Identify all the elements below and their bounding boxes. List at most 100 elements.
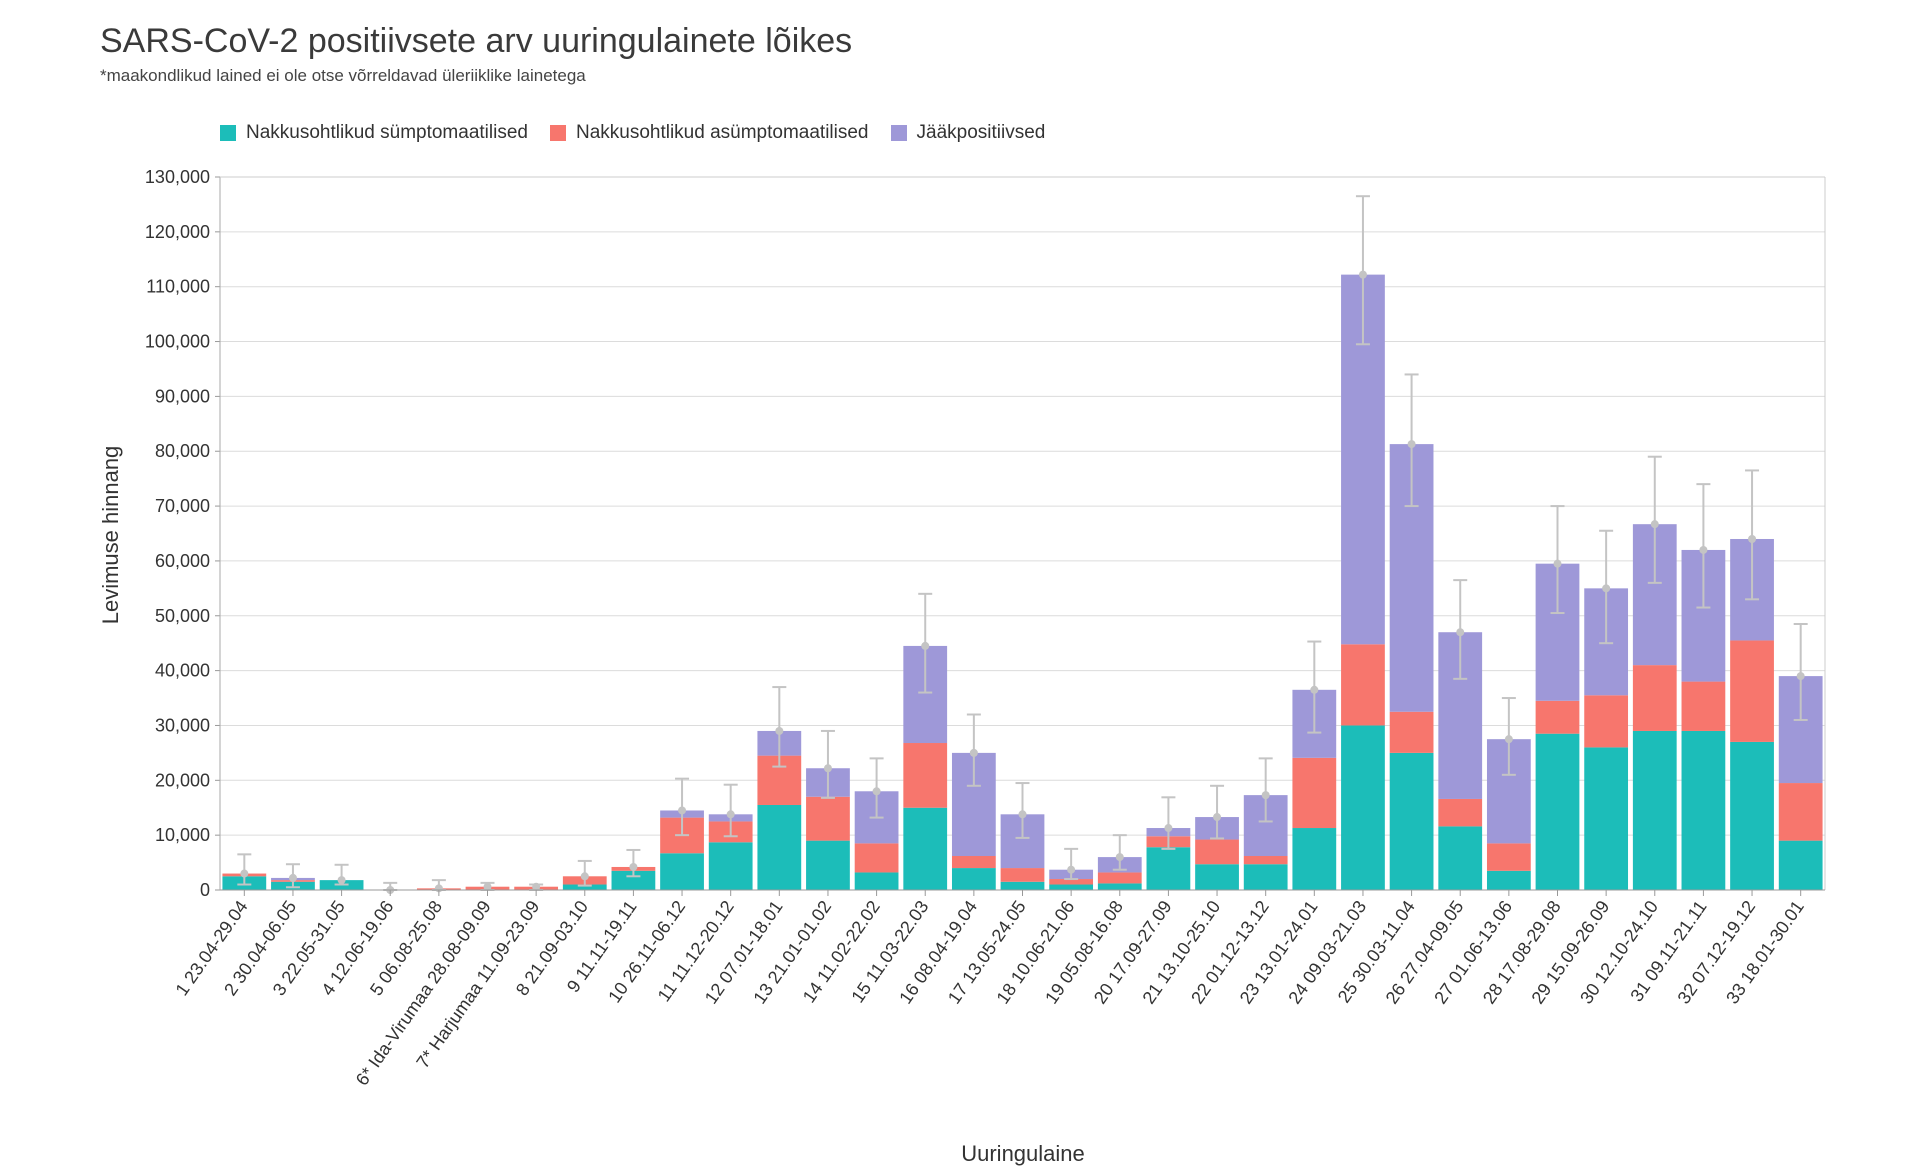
- bar-segment: [1146, 847, 1191, 890]
- legend-item-residual[interactable]: Jääkpositiivsed: [890, 122, 1046, 144]
- bar-segment: [1049, 884, 1094, 890]
- error-bar-center: [1748, 534, 1757, 543]
- error-bar-center: [1699, 545, 1708, 554]
- bar-segment: [708, 842, 753, 890]
- error-bars: [237, 195, 1808, 894]
- legend-label-symptomatic: Nakkusohtlikud sümptomaatilised: [246, 122, 528, 143]
- bar-segment: [1584, 695, 1629, 748]
- bar-segment: [1681, 681, 1726, 731]
- bar-segment: [854, 843, 899, 873]
- error-bar-center: [1650, 520, 1659, 529]
- chart-legend: Nakkusohtlikud sümptomaatilised Nakkusoh…: [220, 122, 1045, 144]
- error-bar-center: [1796, 672, 1805, 681]
- y-tick-label: 110,000: [146, 277, 210, 297]
- error-bar-center: [483, 882, 492, 891]
- chart-subtitle: *maakondlikud lained ei ole otse võrreld…: [100, 66, 586, 85]
- error-bar-center: [726, 810, 735, 819]
- bar-segment: [1632, 665, 1677, 731]
- bar-segment: [951, 855, 996, 869]
- bar-segment: [1097, 872, 1142, 884]
- bar-segment: [1438, 798, 1483, 827]
- y-tick-label: 30,000: [155, 715, 210, 735]
- y-tick-label: 10,000: [155, 825, 210, 845]
- error-bar-center: [532, 882, 541, 891]
- legend-item-symptomatic[interactable]: Nakkusohtlikud sümptomaatilised: [220, 122, 528, 144]
- bar-segment: [1341, 644, 1385, 726]
- error-bar-center: [240, 869, 249, 878]
- error-bar-center: [1553, 559, 1562, 568]
- error-bar-center: [1358, 270, 1367, 279]
- error-bar-center: [629, 862, 638, 871]
- error-bar-center: [678, 806, 687, 815]
- bar-segment: [1778, 783, 1823, 841]
- error-bar-center: [775, 726, 784, 735]
- error-bar-center: [1407, 440, 1416, 449]
- legend-item-asymptomatic[interactable]: Nakkusohtlikud asümptomaatilised: [549, 122, 869, 144]
- bar-segment: [1341, 725, 1385, 890]
- y-tick-label: 20,000: [155, 770, 210, 790]
- bar-segment: [1389, 711, 1434, 753]
- bar-segment: [1730, 640, 1774, 742]
- y-tick-label: 100,000: [145, 332, 210, 352]
- error-bar-center: [1018, 810, 1027, 819]
- bar-segment: [757, 804, 802, 890]
- bar-segment: [611, 870, 656, 890]
- bar-segment: [1292, 828, 1337, 890]
- y-tick-label: 40,000: [155, 661, 210, 681]
- bar-segment: [660, 853, 704, 890]
- y-tick-label: 80,000: [155, 441, 210, 461]
- error-bar-center: [1213, 813, 1222, 822]
- y-tick-label: 120,000: [145, 222, 210, 242]
- bar-segment: [854, 872, 899, 890]
- error-bar-center: [1310, 685, 1319, 694]
- legend-label-asymptomatic: Nakkusohtlikud asümptomaatilised: [575, 122, 869, 143]
- bar-segment: [951, 868, 996, 890]
- bar-segment: [1486, 870, 1531, 890]
- bar-segment: [903, 807, 948, 890]
- y-tick-label: 60,000: [155, 551, 210, 571]
- y-tick-label: 90,000: [155, 386, 210, 406]
- error-bar-center: [1602, 584, 1611, 593]
- bar-segment: [1438, 826, 1483, 890]
- bars: [222, 274, 1823, 890]
- x-axis-label: Uuringulaine: [961, 1141, 1085, 1166]
- legend-swatch-symptomatic: [220, 125, 236, 141]
- error-bar-center: [580, 872, 589, 881]
- bar-segment: [1097, 883, 1142, 890]
- bar-segment: [1049, 879, 1094, 885]
- bar-segment: [1730, 741, 1774, 890]
- bar-segment: [1535, 700, 1580, 734]
- bar-segment: [1535, 733, 1580, 890]
- bar-segment: [1778, 840, 1823, 890]
- error-bar-center: [1261, 791, 1270, 800]
- bar-segment: [1584, 747, 1629, 890]
- y-tick-label: 50,000: [155, 606, 210, 626]
- bar-segment: [806, 796, 850, 841]
- bar-segment: [1681, 730, 1726, 890]
- bar-segment: [1243, 855, 1288, 865]
- bar-segment: [1243, 864, 1288, 890]
- error-bar-center: [337, 876, 346, 885]
- error-bar-center: [872, 787, 881, 796]
- bar-segment: [806, 840, 850, 890]
- error-bar-center: [1164, 824, 1173, 833]
- error-bar-center: [288, 873, 297, 882]
- chart-title: SARS-CoV-2 positiivsete arv uuringulaine…: [100, 22, 853, 60]
- bar-segment: [1292, 757, 1337, 829]
- error-bar-center: [1067, 865, 1076, 874]
- bar-segment: [1000, 881, 1045, 890]
- legend-label-residual: Jääkpositiivsed: [916, 122, 1046, 143]
- error-bar-center: [921, 641, 930, 650]
- bar-segment: [1486, 843, 1531, 871]
- bar-segment: [1000, 868, 1045, 882]
- bar-segment: [1632, 730, 1677, 890]
- error-bar-center: [1456, 628, 1465, 637]
- y-tick-label: 0: [200, 880, 210, 900]
- y-tick-label: 70,000: [155, 496, 210, 516]
- bar-segment: [562, 884, 607, 890]
- error-bar-center: [969, 748, 978, 757]
- bar-segment: [1389, 752, 1434, 890]
- error-bar-center: [1115, 853, 1124, 862]
- error-bar-center: [823, 764, 832, 773]
